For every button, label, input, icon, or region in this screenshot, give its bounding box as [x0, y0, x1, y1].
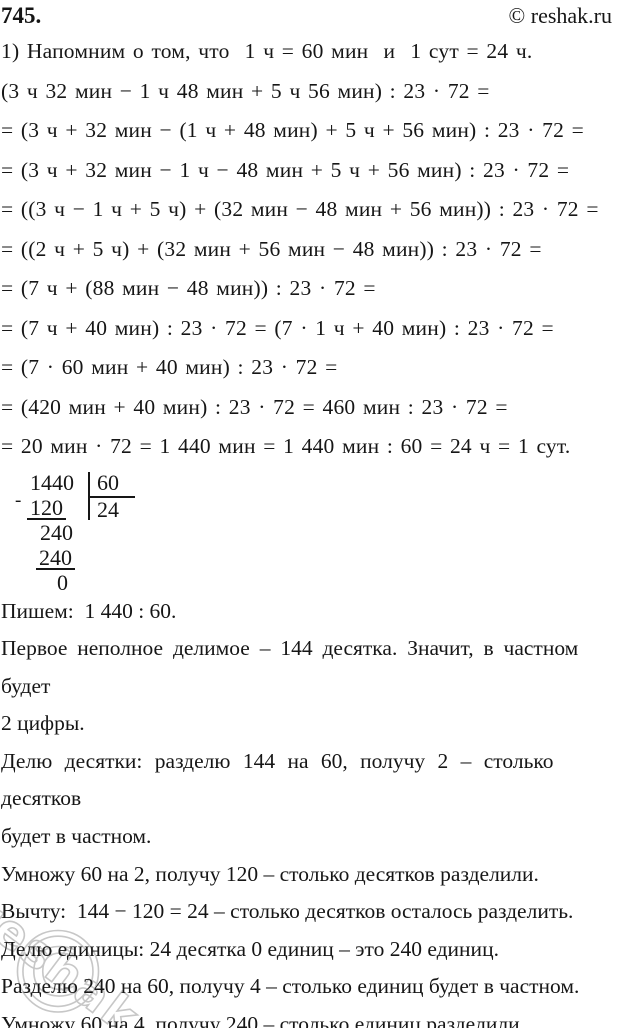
- solution-line-result: = 20 мин · 72 = 1 440 мин = 1 440 мин : …: [1, 434, 571, 458]
- solution-line: = (7 ч + 40 мин) : 23 · 72 = (7 · 1 ч + …: [1, 315, 554, 340]
- explanation-line: Умножу 60 на 4, получу 240 – столько еди…: [1, 1012, 526, 1028]
- explanation-line: 2 цифры.: [1, 711, 85, 736]
- explanation-line: Делю единицы: 24 десятка 0 единиц – это …: [1, 936, 499, 961]
- division-divisor: 60: [97, 469, 119, 495]
- explanation-line-write: Пишем: 1 440 : 60.: [1, 598, 177, 623]
- long-division-block: - 1440 60 120 24 240 240 0: [1, 469, 614, 593]
- solution-line: = (420 мин + 40 мин) : 23 · 72 = 460 мин…: [1, 394, 508, 419]
- solution-line: = ((2 ч + 5 ч) + (32 мин + 56 мин − 48 м…: [1, 236, 542, 261]
- division-subtrahend-1: 120: [27, 496, 66, 520]
- division-quotient: 24: [97, 496, 119, 522]
- division-remainder-1: 240: [40, 519, 73, 545]
- solution-line: = (3 ч + 32 мин − 1 ч − 48 мин + 5 ч + 5…: [1, 157, 570, 182]
- minus-sign: -: [15, 489, 22, 511]
- explanation-line: Умножу 60 на 2, получу 120 – столько дес…: [1, 861, 539, 886]
- explanation-line: Разделю 240 на 60, получу 4 – столько ед…: [1, 974, 580, 999]
- site-credit: © reshak.ru: [508, 3, 612, 28]
- division-subtrahend-2: 240: [36, 546, 75, 570]
- explanation-line: Вычту: 144 − 120 = 24 – столько десятков…: [1, 899, 574, 924]
- explanation-line: Делю десятки: разделю 144 на 60, получу …: [1, 748, 566, 811]
- division-dividend: 1440: [30, 469, 74, 495]
- division-quotient-line: [88, 495, 135, 498]
- solution-line-intro: 1) Напомним о том, что 1 ч = 60 мин и 1 …: [1, 39, 533, 63]
- solution-line: (3 ч 32 мин − 1 ч 48 мин + 5 ч 56 мин) :…: [1, 78, 490, 103]
- division-final-remainder: 0: [57, 569, 68, 595]
- explanation-line: Первое неполное делимое – 144 десятка. З…: [1, 636, 589, 698]
- solution-line: = (7 ч + (88 мин − 48 мин)) : 23 · 72 =: [1, 276, 376, 300]
- solution-line: = (7 · 60 мин + 40 мин) : 23 · 72 =: [1, 355, 338, 379]
- problem-number: 745.: [1, 3, 42, 28]
- solution-line: = ((3 ч − 1 ч + 5 ч) + (32 мин − 48 мин …: [1, 197, 599, 221]
- explanation-line: будет в частном.: [1, 824, 152, 849]
- solution-line: = (3 ч + 32 мин − (1 ч + 48 мин) + 5 ч +…: [1, 118, 584, 142]
- page-header: 745. © reshak.ru: [1, 4, 614, 32]
